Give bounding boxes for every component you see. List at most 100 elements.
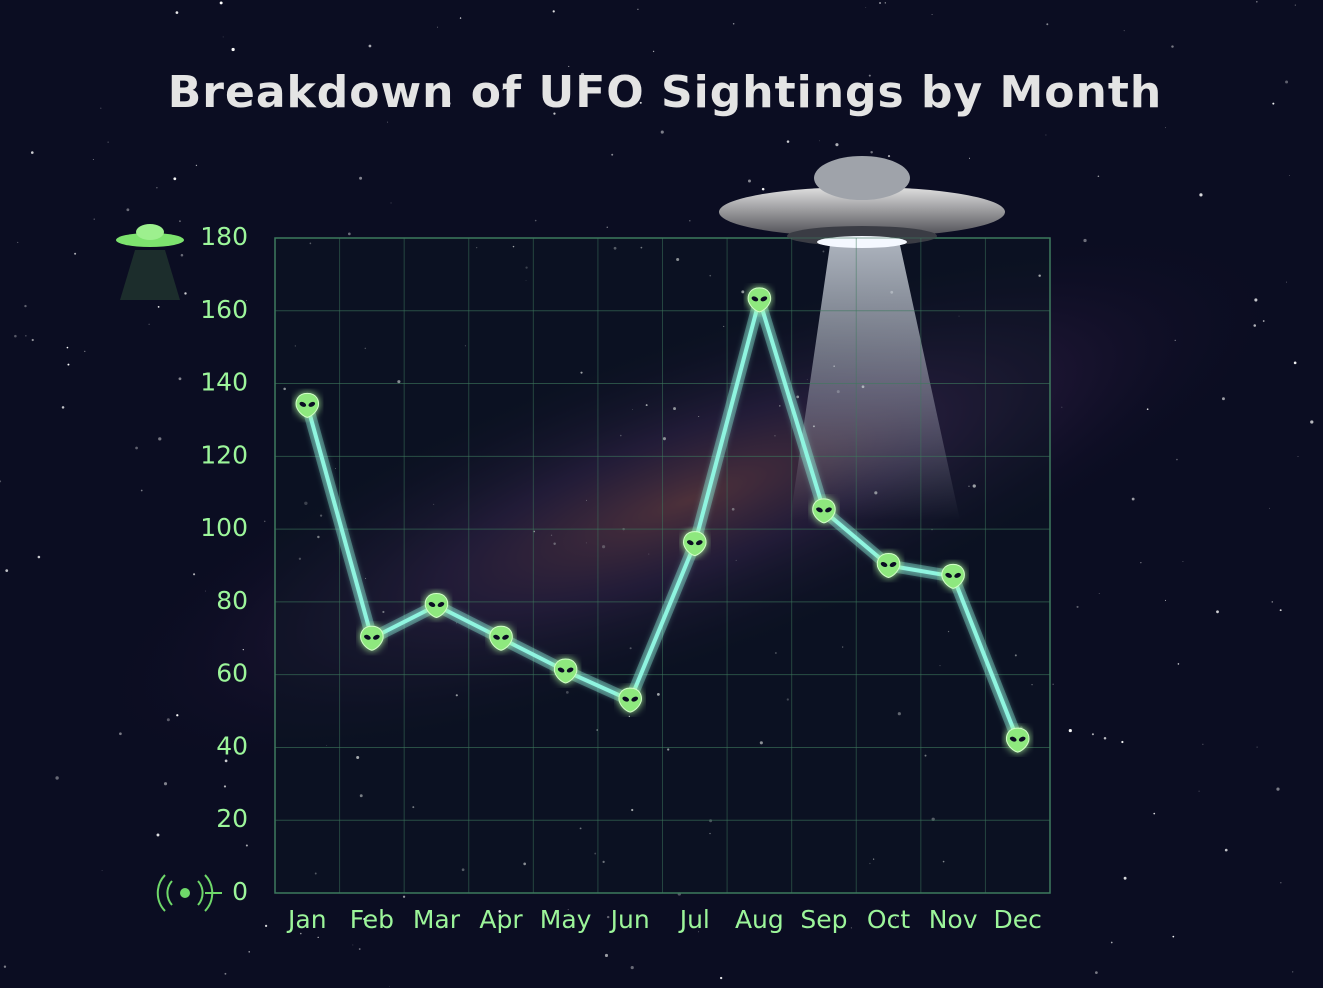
star <box>100 107 102 109</box>
star <box>126 208 130 212</box>
star <box>676 257 680 262</box>
alien-eye <box>622 696 630 702</box>
y-tick-label: 100 <box>200 513 248 542</box>
star <box>3 965 7 968</box>
star <box>294 345 296 347</box>
star <box>195 164 198 167</box>
star <box>283 387 286 391</box>
star <box>84 350 86 353</box>
star <box>1174 339 1176 341</box>
alien-head <box>747 287 772 313</box>
star <box>178 377 182 381</box>
star <box>698 931 700 933</box>
star <box>433 503 435 505</box>
star <box>819 140 820 142</box>
star <box>173 177 177 181</box>
star <box>1310 420 1314 424</box>
star <box>552 10 555 13</box>
star <box>1198 790 1200 792</box>
star <box>606 915 610 919</box>
star <box>219 1 223 5</box>
star <box>1098 593 1100 594</box>
star <box>565 691 569 694</box>
alien-eye <box>493 634 500 640</box>
star <box>1294 4 1296 6</box>
star <box>1269 507 1270 509</box>
star <box>611 153 614 156</box>
star <box>868 74 871 77</box>
x-tick-label: Apr <box>479 905 523 934</box>
star <box>455 694 458 697</box>
star <box>390 202 392 204</box>
alien-head <box>553 658 578 684</box>
star <box>1140 561 1142 564</box>
star <box>93 218 95 220</box>
star <box>965 105 968 109</box>
star <box>31 338 34 342</box>
star <box>639 101 642 104</box>
star <box>387 121 389 123</box>
ufo-icon <box>116 224 184 300</box>
star <box>1068 728 1072 733</box>
star <box>594 852 597 855</box>
star <box>735 559 737 561</box>
alien-eye <box>299 401 307 407</box>
star <box>602 860 605 863</box>
star <box>1291 971 1294 973</box>
alien-eye <box>308 401 316 407</box>
alien-marker <box>747 287 772 313</box>
star <box>156 186 158 189</box>
alien-eye <box>566 667 574 673</box>
star <box>525 266 528 269</box>
x-tick-label: Mar <box>413 905 461 934</box>
star <box>309 242 312 245</box>
star <box>1177 663 1180 665</box>
star <box>1031 684 1033 686</box>
alien-eye <box>880 562 888 567</box>
star <box>448 102 452 105</box>
star <box>264 520 266 523</box>
star <box>456 622 457 624</box>
star <box>1288 175 1290 177</box>
star <box>1095 971 1098 975</box>
star <box>1202 743 1204 745</box>
star <box>157 306 160 308</box>
alien-eye <box>889 562 897 567</box>
star <box>774 435 776 437</box>
alien-eye <box>686 540 694 546</box>
star <box>1131 497 1135 501</box>
star <box>92 159 94 160</box>
star <box>74 252 77 255</box>
star <box>180 253 184 257</box>
star <box>184 292 187 295</box>
star <box>568 65 570 67</box>
y-tick-label: 180 <box>200 222 248 251</box>
star <box>1153 812 1156 815</box>
y-tick-label: 20 <box>216 804 248 833</box>
star <box>835 143 839 147</box>
star <box>931 13 933 15</box>
star <box>1216 610 1219 614</box>
star <box>648 553 650 555</box>
star <box>66 346 69 349</box>
alien-eye <box>945 572 952 578</box>
star <box>667 748 670 751</box>
star <box>884 2 886 4</box>
star <box>731 507 735 511</box>
star <box>148 323 150 325</box>
star <box>969 157 971 159</box>
star <box>1171 45 1174 48</box>
star <box>498 910 502 913</box>
star <box>660 130 664 134</box>
x-tick-label: Dec <box>994 905 1042 934</box>
star <box>176 714 179 717</box>
star <box>1164 127 1166 129</box>
alien-eye <box>695 540 703 546</box>
star <box>656 692 660 696</box>
star <box>101 870 103 871</box>
star <box>382 610 385 614</box>
star <box>842 646 844 648</box>
star <box>1279 609 1282 612</box>
star <box>824 84 827 87</box>
